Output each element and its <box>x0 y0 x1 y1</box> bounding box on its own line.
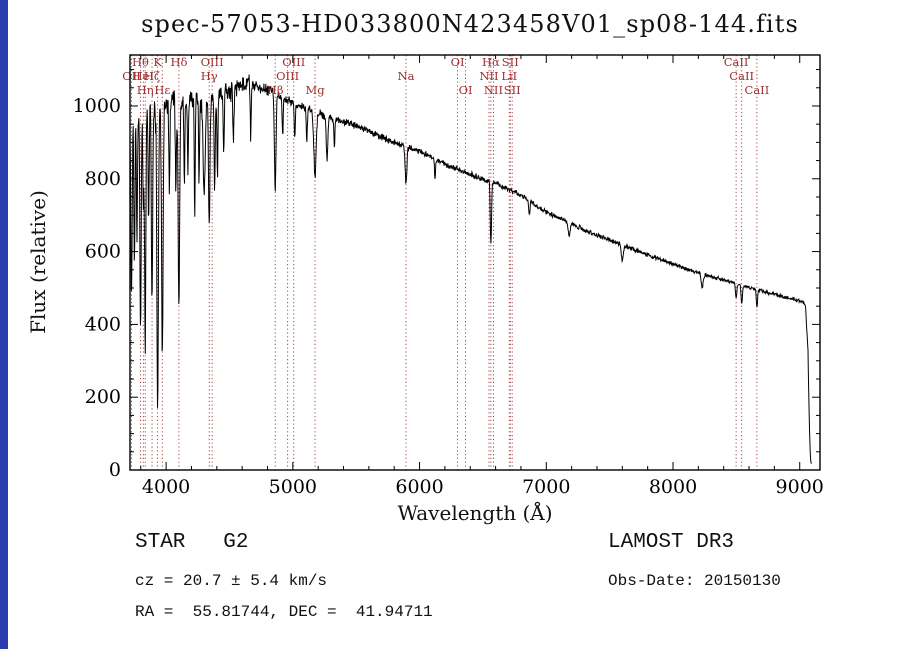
spectral-line-label: Mg <box>305 83 325 97</box>
window-left-blue-bar <box>0 0 8 649</box>
figure-title: spec-57053-HD033800N423458V01_sp08-144.f… <box>141 10 799 38</box>
x-tick-label: 5000 <box>269 476 317 498</box>
spectral-line-label: Hβ <box>267 83 284 97</box>
spectral-line-label: CaII <box>745 83 770 97</box>
x-tick-label: 4000 <box>142 476 190 498</box>
spectral-line-label: Hδ <box>170 55 187 69</box>
x-axis-label: Wavelength (Å) <box>397 501 553 525</box>
spectral-line-label: OIII <box>201 55 224 69</box>
spectral-line-label: CaII <box>724 55 749 69</box>
spectral-line-label: Hγ <box>201 69 218 83</box>
x-tick-label: 6000 <box>395 476 443 498</box>
y-tick-label: 200 <box>85 386 121 408</box>
spectral-line-label: SII <box>502 55 519 69</box>
y-tick-label: 800 <box>85 168 121 190</box>
spectral-line-label: Hη <box>137 83 154 97</box>
spectral-line-label: NII <box>484 83 503 97</box>
spectral-line-label: CaII <box>729 69 754 83</box>
y-tick-label: 400 <box>85 313 121 335</box>
y-tick-label: 1000 <box>73 95 121 117</box>
plot-frame <box>129 54 821 471</box>
x-tick-label: 8000 <box>649 476 697 498</box>
spectral-line-label: OIII <box>282 55 305 69</box>
spectral-line-label: OI <box>451 55 465 69</box>
ra-dec-text: RA = 55.81744, DEC = 41.94711 <box>135 603 433 621</box>
spectral-line-label: OII <box>122 69 141 83</box>
y-axis-label: Flux (relative) <box>26 190 50 334</box>
spectral-line-label: NII <box>479 69 498 83</box>
spectral-line-label: OIII <box>276 69 299 83</box>
object-class-text: STAR G2 <box>135 531 249 554</box>
spectral-line-label: Hθ <box>132 55 149 69</box>
spectral-line-label: K <box>153 55 162 69</box>
spectral-line-label: Na <box>398 69 415 83</box>
spectral-line-label: OI <box>459 83 473 97</box>
spectrum-trace <box>129 74 812 464</box>
spectral-line-label: SII <box>504 83 521 97</box>
obs-date-text: Obs-Date: 20150130 <box>608 572 781 590</box>
spectral-line-label: LiI <box>501 69 517 83</box>
spectral-line-label: Hζ <box>144 69 160 83</box>
y-tick-label: 0 <box>109 459 121 481</box>
spectral-line-label: HeI <box>133 69 154 83</box>
radial-velocity-text: cz = 20.7 ± 5.4 km/s <box>135 572 328 590</box>
x-tick-label: 7000 <box>522 476 570 498</box>
y-tick-label: 600 <box>85 241 121 263</box>
spectral-line-label: Hε <box>154 83 170 97</box>
spectral-line-label: Hα <box>482 55 500 69</box>
x-tick-label: 9000 <box>776 476 824 498</box>
survey-release-text: LAMOST DR3 <box>608 531 735 554</box>
